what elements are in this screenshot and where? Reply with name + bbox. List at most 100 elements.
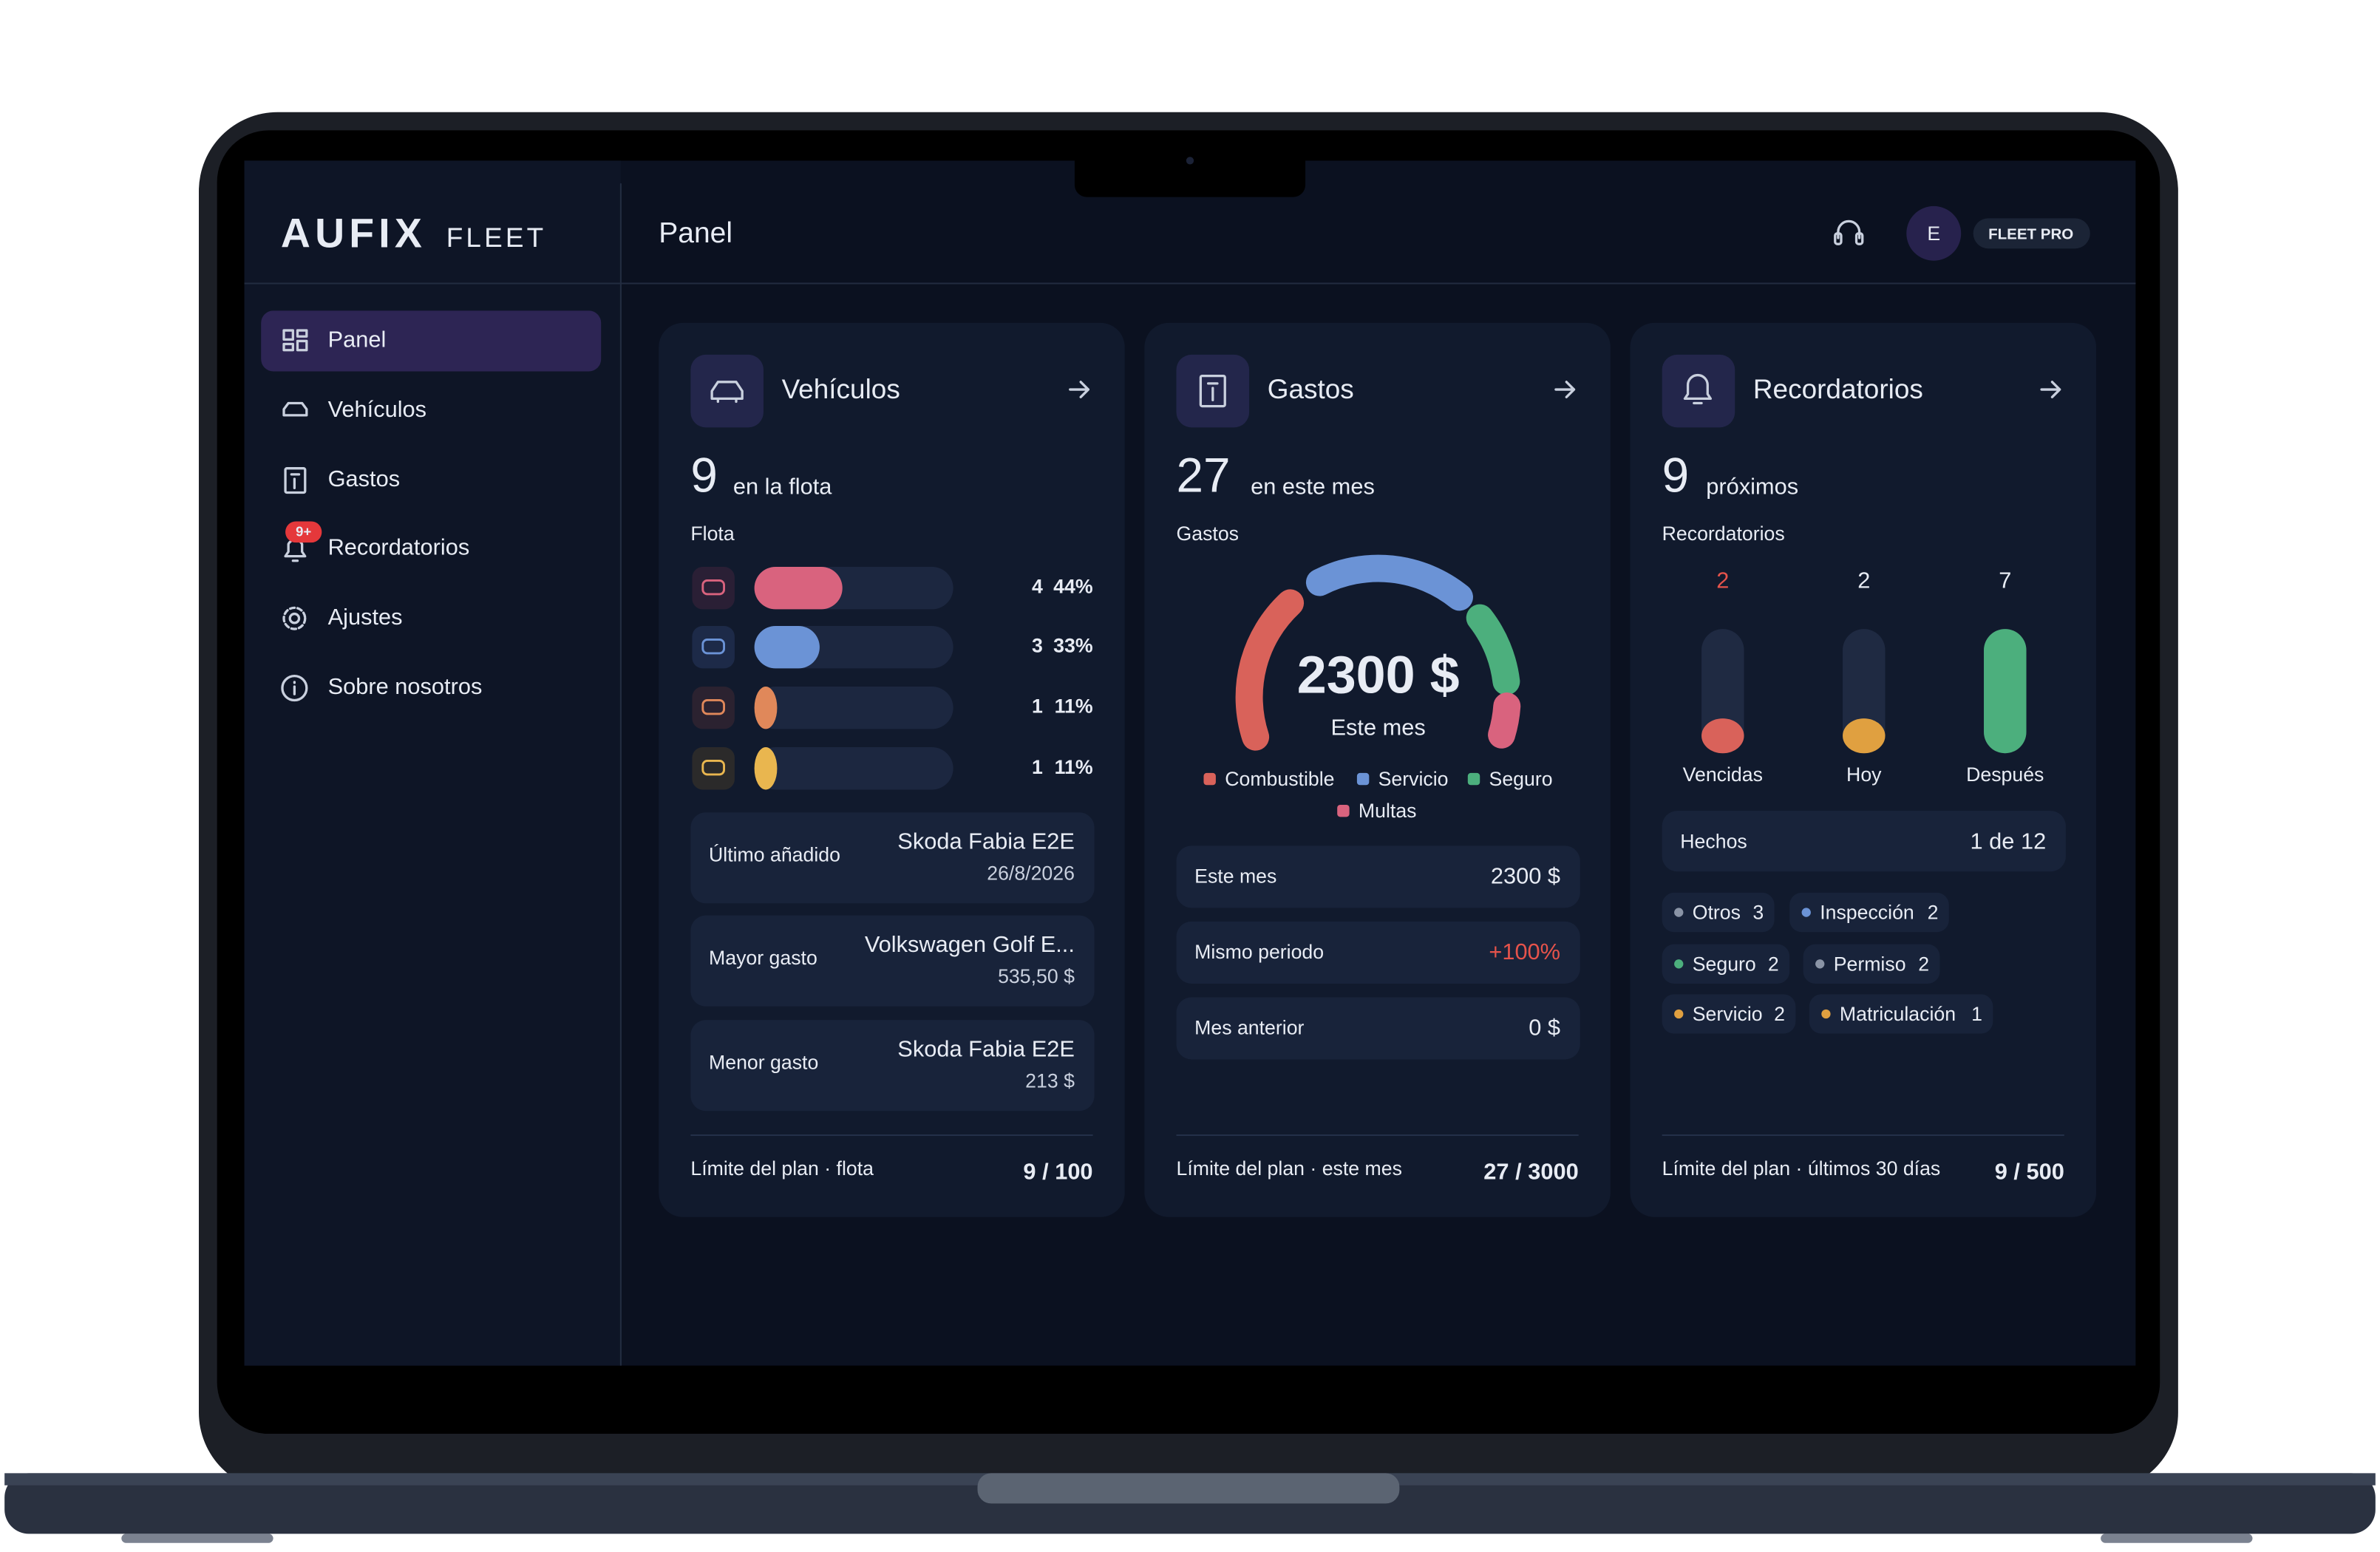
type-icon (692, 687, 735, 729)
bar-fill (754, 625, 820, 669)
bar-fill (754, 747, 778, 790)
chip-count: 2 (1918, 953, 1929, 975)
column-count: 2 (1857, 568, 1870, 593)
chip[interactable] (1662, 892, 1775, 933)
car-icon (710, 381, 744, 404)
info-label: Este mes (1194, 865, 1276, 887)
gauge-segment (1488, 692, 1521, 749)
gauge-label: Este mes (1330, 715, 1425, 741)
info-label: Mes anterior (1194, 1017, 1304, 1039)
gauge-segment (1305, 554, 1473, 611)
row-count: 3 (1032, 635, 1043, 657)
chip-name: Matriculación (1840, 1003, 1956, 1025)
row-percent: 11% (1055, 695, 1093, 718)
count-label: en la flota (733, 473, 832, 499)
card-title: Recordatorios (1753, 374, 1923, 404)
info-label: Último añadido (709, 844, 840, 866)
chip-count: 1 (1971, 1003, 1982, 1025)
chip[interactable] (1803, 944, 1940, 984)
chip-dot (1821, 1009, 1831, 1019)
receipt-icon (1199, 374, 1226, 408)
logo-brand: AUFIX (281, 211, 426, 256)
nav-item[interactable]: Ajustes (282, 604, 403, 630)
done-label: Hechos (1680, 830, 1747, 852)
done-value: 1 de 12 (1970, 828, 2046, 854)
count: 9 (690, 448, 718, 502)
arrow[interactable] (1069, 381, 1090, 398)
chip[interactable] (1809, 994, 1993, 1034)
chip-dot (1674, 908, 1684, 917)
arrow[interactable] (1554, 381, 1576, 398)
row-count: 4 (1032, 576, 1043, 598)
plan-pill (1973, 218, 2090, 249)
legend-label: Combustible (1225, 768, 1334, 790)
foot (121, 1534, 273, 1543)
row-count: 1 (1032, 756, 1043, 778)
nav-label: Ajustes (328, 604, 403, 630)
chip[interactable] (1662, 944, 1790, 984)
bar-track (754, 747, 953, 790)
chip-count: 3 (1752, 902, 1764, 924)
info-box (1176, 921, 1580, 984)
nav-item[interactable]: Gastos (284, 466, 401, 494)
footer-value: 9 / 100 (1023, 1158, 1092, 1184)
page-title: Panel (659, 217, 732, 249)
info-box (690, 812, 1095, 904)
legend-swatch (1356, 772, 1370, 786)
type-glyph (701, 579, 725, 596)
info-label: Mismo periodo (1194, 941, 1324, 963)
legend-swatch (1337, 804, 1350, 817)
foot (2101, 1534, 2253, 1543)
chip[interactable] (1789, 892, 1949, 933)
info-box (690, 1020, 1095, 1112)
chip-dot (1674, 1009, 1684, 1019)
plan-label: FLEET PRO (1988, 225, 2073, 242)
gauge-segment (1466, 604, 1520, 695)
avatar[interactable] (1906, 205, 1962, 261)
info-value: Skoda Fabia E2E (897, 828, 1075, 854)
card-title: Gastos (1268, 374, 1354, 404)
type-icon (692, 566, 735, 610)
nav-label: Sobre nosotros (328, 673, 483, 699)
footer-label: Límite del plan · este mes (1177, 1157, 1402, 1180)
info-box (690, 915, 1095, 1007)
row-percent: 44% (1053, 576, 1092, 598)
footer-value: 27 / 3000 (1483, 1158, 1578, 1184)
chip[interactable] (1662, 994, 1796, 1034)
chip-dot (1674, 959, 1684, 969)
section-label: Gastos (1177, 523, 1240, 545)
info-value: Volkswagen Golf E... (865, 931, 1075, 957)
nav-item[interactable]: Sobre nosotros (281, 673, 483, 702)
nav-label: Gastos (328, 466, 401, 491)
type-glyph (701, 699, 725, 715)
bar-fill (754, 687, 778, 729)
arrow[interactable] (2040, 381, 2061, 398)
nav-item[interactable]: Panel (282, 327, 386, 353)
gauge-segment (1235, 589, 1305, 751)
type-glyph (701, 638, 725, 655)
nav-badge-text: 9+ (296, 524, 311, 540)
column-count: 7 (1999, 568, 2011, 593)
card-icon (690, 354, 764, 428)
chip-dot (1815, 959, 1825, 969)
row-count: 1 (1032, 695, 1043, 718)
footer-label: Límite del plan · últimos 30 días (1662, 1157, 1941, 1180)
column-count: 2 (1716, 568, 1729, 593)
legend-swatch (1467, 772, 1480, 786)
info-value: 0 $ (1529, 1015, 1560, 1041)
info-label: Menor gasto (709, 1052, 818, 1074)
info-label: Mayor gasto (709, 947, 817, 969)
chip-count: 2 (1768, 953, 1779, 975)
nav-item[interactable]: Vehículos (282, 396, 426, 422)
nav-active (261, 310, 602, 372)
bell-icon (1683, 373, 1713, 405)
bar-fill (754, 566, 843, 610)
camera (1186, 157, 1194, 165)
chip-name: Servicio (1693, 1003, 1763, 1025)
support-icon[interactable] (1834, 219, 1864, 245)
footer-label: Límite del plan · flota (690, 1157, 874, 1180)
type-icon (692, 625, 735, 669)
chip-name: Inspección (1820, 902, 1914, 924)
type-glyph (701, 760, 725, 776)
card-icon (1662, 354, 1735, 428)
